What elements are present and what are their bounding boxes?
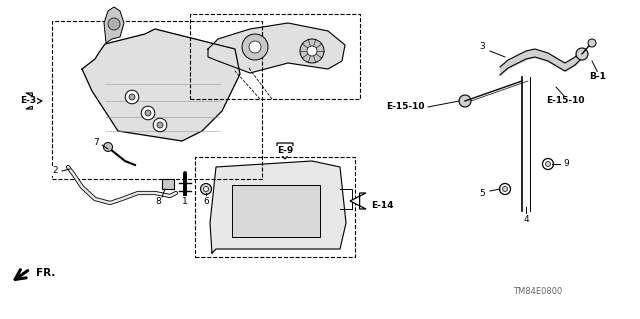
Circle shape [499, 183, 511, 195]
Circle shape [576, 48, 588, 60]
Circle shape [588, 39, 596, 47]
Circle shape [153, 118, 167, 132]
Circle shape [545, 161, 550, 167]
Text: 1: 1 [182, 197, 188, 205]
Circle shape [242, 34, 268, 60]
Bar [190, 14, 360, 99]
Circle shape [307, 46, 317, 56]
Circle shape [502, 187, 508, 191]
Text: E-14: E-14 [371, 201, 393, 210]
Circle shape [204, 187, 209, 191]
Circle shape [300, 39, 324, 63]
Bar [195, 157, 355, 257]
Circle shape [459, 95, 471, 107]
Polygon shape [350, 193, 366, 209]
Text: B-1: B-1 [589, 72, 607, 81]
Text: 4: 4 [523, 214, 529, 224]
Text: E-3: E-3 [20, 97, 36, 106]
Text: 3: 3 [479, 42, 485, 51]
Text: E-15-10: E-15-10 [546, 97, 584, 106]
Bar [162, 179, 174, 189]
Polygon shape [208, 23, 345, 73]
Text: 5: 5 [479, 189, 485, 197]
Bar [52, 21, 262, 179]
Text: 6: 6 [203, 197, 209, 205]
Circle shape [108, 18, 120, 30]
Circle shape [543, 159, 554, 169]
Polygon shape [26, 93, 42, 109]
Circle shape [145, 110, 151, 116]
Circle shape [249, 41, 261, 53]
Text: FR.: FR. [36, 268, 56, 278]
Text: E-9: E-9 [277, 146, 293, 155]
Text: E-15-10: E-15-10 [386, 102, 424, 112]
Text: 2: 2 [52, 167, 58, 175]
Circle shape [141, 106, 155, 120]
Circle shape [125, 90, 139, 104]
Circle shape [157, 122, 163, 128]
Bar [232, 185, 320, 237]
Circle shape [129, 94, 135, 100]
Polygon shape [210, 161, 346, 253]
Polygon shape [82, 29, 240, 141]
Text: 8: 8 [155, 197, 161, 205]
Circle shape [200, 183, 211, 195]
Polygon shape [277, 143, 293, 159]
Polygon shape [104, 7, 124, 43]
Text: 9: 9 [563, 160, 569, 168]
Text: TM84E0800: TM84E0800 [513, 286, 563, 295]
Text: 7: 7 [93, 138, 99, 147]
Circle shape [104, 143, 113, 152]
